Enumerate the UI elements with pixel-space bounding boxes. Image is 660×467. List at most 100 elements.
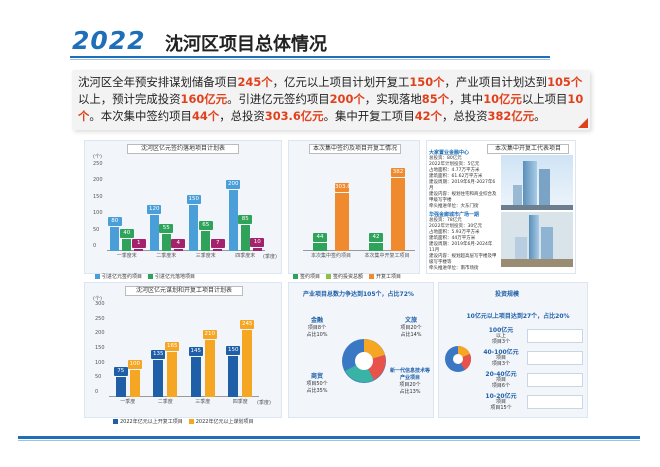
x-axis-line — [107, 250, 265, 251]
chart-plot-area: 75 100 一季度 135 165 二季度 145 210 三季度 150 245 四季度 300 25… — [95, 301, 259, 405]
summary-text: 以上，预计完成投资 — [78, 92, 181, 106]
bar — [240, 225, 250, 251]
newtech-name: 新一代信息技术等产业项目 — [389, 368, 430, 381]
bar — [190, 357, 201, 397]
summary-highlight: 150个 — [409, 75, 445, 89]
summary-text: ，产业项目计划达到 — [444, 75, 548, 89]
newtech-pct: 占比13% — [399, 389, 421, 395]
y-tick-label: 0 — [93, 243, 97, 249]
x-tick-label: 三季度末 — [195, 253, 216, 259]
project-detail-line: 牵头推进单位：大东门街 — [429, 204, 479, 209]
data-label: 65 — [198, 221, 213, 231]
tier-project-list — [527, 351, 583, 365]
x-tick-label: 一季度 — [120, 399, 136, 405]
header-divider — [70, 56, 550, 58]
bar — [228, 190, 238, 251]
summary-highlight: 44个 — [191, 109, 220, 123]
y-axis-unit: (个) — [93, 154, 102, 160]
tier-sub: 项目 — [495, 377, 506, 383]
y-tick-label: 200 — [95, 330, 105, 337]
y-tick-label: 50 — [95, 374, 102, 381]
header-divider-thin — [70, 59, 550, 60]
culture-pct: 占比14% — [400, 332, 422, 338]
projects-title: 本次集中开复工代表项目 — [487, 144, 569, 154]
projects-panel: 本次集中开复工代表项目 大家置业金融中心 总投资：80亿元 2022年计划投资：5… — [426, 140, 576, 274]
bar — [173, 249, 183, 251]
legend-swatch — [293, 274, 298, 279]
scale-headline: 10亿元以上项目达到27个，占比20% — [466, 313, 570, 320]
legend-label: 引进亿元落地项目 — [155, 274, 196, 280]
project-detail-line: 建设周期：2019年6月-2027年6月 — [429, 180, 496, 191]
tier-range: 100亿元 — [488, 327, 514, 334]
data-label: 145 — [188, 347, 203, 357]
legend-swatch — [188, 419, 194, 424]
project-detail-line: 建筑面积：44万平方米 — [429, 236, 476, 241]
tier-range: 20-40亿元 — [485, 371, 517, 378]
data-label: 10 — [250, 237, 265, 247]
project-detail-line: 牵头推进单位：南市场街 — [429, 266, 479, 271]
footer-divider-thin — [18, 440, 640, 441]
bar — [213, 248, 223, 251]
bar — [161, 234, 171, 251]
tier-project-list — [527, 329, 583, 343]
tier-count: 项目3个 — [491, 361, 511, 367]
data-label: 245 — [240, 320, 255, 330]
finance-pct: 占比10% — [306, 332, 328, 338]
data-label: 44 — [313, 232, 327, 242]
data-label: 165 — [165, 341, 180, 351]
data-label: 100 — [127, 359, 142, 369]
legend-item: 签约项目 — [293, 274, 320, 280]
data-label: 120 — [147, 204, 162, 214]
bar — [115, 376, 126, 397]
summary-highlight: 303.6亿元 — [264, 109, 324, 123]
x-axis-line — [109, 396, 259, 397]
finance-block: 金融 项目8个 占比10% — [295, 315, 339, 338]
project-detail-line: 总投资：78亿元 — [429, 218, 462, 223]
bar — [189, 205, 199, 251]
project-photos — [501, 155, 573, 267]
project-detail-line: 占地面积：4.77万平方米 — [429, 168, 480, 173]
chart-plot-area: 44 303.6 本次集中签约项目 42 382 本次集中开复工项目 — [303, 161, 415, 259]
chart-sign-land-panel: 沈河区亿元签约落地项目计划表 (个) 80 40 1 一季度末 120 55 4 二季度末 15… — [84, 140, 282, 299]
project-detail-line: 建设内容：规划超高层写字楼及甲级写字楼等 — [429, 254, 497, 265]
data-label: 55 — [159, 224, 174, 234]
legend-item: 签约投资总额 — [326, 274, 363, 280]
bar — [129, 369, 140, 397]
y-axis-unit: (个) — [93, 296, 102, 302]
x-tick-label: 本次集中签约项目 — [310, 253, 351, 259]
summary-highlight: 10个 — [78, 92, 584, 123]
tier-project-list — [527, 395, 583, 409]
header-year: 2022 — [72, 26, 146, 55]
project-detail-line: 2022年计划投资：30亿元 — [429, 224, 483, 229]
x-tick-label: 本次集中开复工项目 — [364, 253, 410, 259]
tier-count: 项目15个 — [490, 405, 512, 411]
data-label: 135 — [151, 350, 166, 360]
summary-text-box: 沈河区全年预安排谋划储备项目245个，亿元以上项目计划开复工150个，产业项目计… — [72, 70, 590, 130]
chart-legend: 签约项目签约投资总额开复工项目开复工投资总额 — [293, 263, 417, 299]
chart-title: 沈河区亿元签约落地项目计划表 — [127, 144, 239, 154]
data-label: 7 — [210, 238, 225, 248]
legend-label: 开复工项目 — [376, 274, 402, 280]
summary-text: ，总投资 — [441, 109, 488, 123]
scale-tier-row: 10-20亿元 项目 项目15个 — [479, 391, 583, 411]
summary-text: 以上项目 — [521, 92, 568, 106]
data-label: 150 — [186, 195, 201, 205]
summary-highlight: 200个 — [329, 92, 365, 106]
bar — [122, 238, 132, 251]
summary-highlight: 160亿元 — [180, 92, 228, 106]
bar — [228, 356, 239, 397]
bar — [201, 231, 211, 251]
legend-label: 2022年亿元以上开复工项目 — [120, 419, 183, 425]
industry-title: 产业项目总数力争达到105个，占比72% — [303, 291, 414, 298]
commerce-name: 商贸 — [310, 373, 323, 380]
y-tick-label: 200 — [93, 177, 103, 184]
commerce-count: 项目50个 — [306, 381, 328, 387]
data-label: 382 — [391, 168, 405, 178]
legend-swatch — [95, 274, 100, 279]
y-tick-label: 50 — [93, 226, 100, 233]
project-detail-line: 占地面积：5.93万平方米 — [429, 230, 480, 235]
bar — [391, 178, 405, 251]
legend-item: 2022年亿元以上谋划项目 — [188, 419, 253, 425]
summary-text: ，其中 — [449, 92, 484, 106]
finance-count: 项目8个 — [307, 325, 327, 331]
